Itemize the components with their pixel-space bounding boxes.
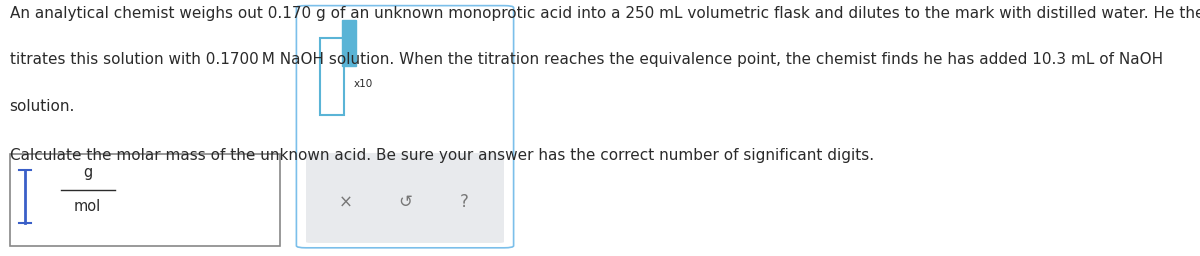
Text: solution.: solution. [10,99,74,114]
Text: x10: x10 [354,79,373,89]
Text: Calculate the molar mass of the unknown acid. Be sure your answer has the correc: Calculate the molar mass of the unknown … [10,148,874,164]
Text: mol: mol [74,199,101,215]
Text: g: g [83,165,92,180]
Bar [10,154,280,246]
Bar [342,19,356,66]
FancyBboxPatch shape [296,6,514,248]
FancyBboxPatch shape [306,153,504,243]
Bar [320,38,344,115]
Text: titrates this solution with 0.1700 M NaOH solution. When the titration reaches t: titrates this solution with 0.1700 M NaO… [10,52,1163,68]
Text: ?: ? [460,194,469,211]
Text: ↺: ↺ [398,194,412,211]
Text: ×: × [338,194,353,211]
Text: An analytical chemist weighs out 0.170 g of an unknown monoprotic acid into a 25: An analytical chemist weighs out 0.170 g… [10,6,1200,22]
